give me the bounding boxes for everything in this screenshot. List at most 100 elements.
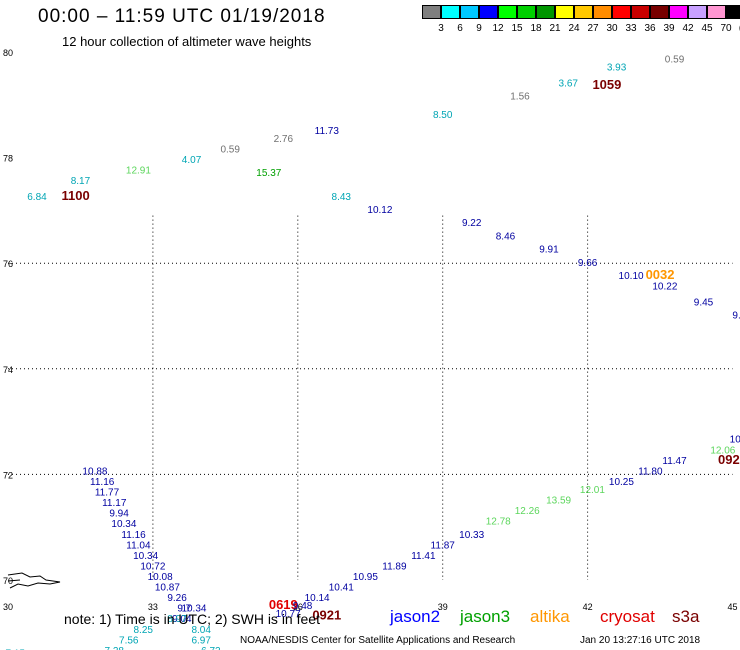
scale-label: 30: [606, 23, 618, 34]
wave-height-label: 8.25: [134, 625, 154, 636]
wave-height-label: 10.12: [367, 205, 392, 216]
pass-time-label: 0921: [312, 608, 341, 623]
wave-height-label: 12.78: [486, 517, 511, 528]
x-axis-label: 39: [438, 602, 448, 612]
y-axis-label: 72: [3, 470, 13, 480]
y-axis-label: 78: [3, 154, 13, 164]
scale-label: 33: [625, 23, 637, 34]
wave-height-label: 7.15: [6, 649, 26, 650]
pass-time-label: 1100: [62, 188, 90, 203]
wave-height-label: 10.08: [148, 572, 173, 583]
scale-swatch: [555, 5, 574, 19]
note-text: note: 1) Time is in UTC; 2) SWH is in fe…: [64, 611, 320, 627]
wave-height-label: 6.72: [201, 646, 221, 650]
wave-height-label: 10.87: [155, 583, 180, 594]
wave-height-label: 11.16: [121, 530, 146, 541]
wave-height-label: 9.94: [109, 509, 129, 520]
scale-label: 36: [644, 23, 656, 34]
scale-label: 42: [682, 23, 694, 34]
legend-s3a: s3a: [672, 607, 700, 626]
scale-swatch: [650, 5, 669, 19]
scale-swatch: [479, 5, 498, 19]
wave-height-label: 10.34: [111, 519, 136, 530]
wave-height-label: 11.41: [411, 551, 436, 562]
scale-swatch: [460, 5, 479, 19]
scale-swatch: [574, 5, 593, 19]
wave-height-label: 0.59: [220, 144, 240, 155]
wave-height-label: 0.59: [665, 55, 685, 66]
wave-height-label: 8.46: [496, 231, 516, 242]
legend-altika: altika: [530, 607, 570, 626]
legend-jason3: jason3: [460, 607, 511, 626]
wave-height-label: 10.10: [619, 271, 644, 282]
wave-height-label: 8.97: [167, 614, 187, 625]
wave-height-label: 11.87: [431, 540, 456, 551]
wave-height-label: 10.72: [140, 561, 165, 572]
scale-label: 12: [492, 23, 504, 34]
wave-height-label: 12.91: [126, 165, 151, 176]
wave-height-label: 11.80: [638, 466, 663, 477]
legend-cryosat: cryosat: [600, 607, 655, 626]
wave-height-label: 11.17: [102, 498, 127, 509]
scale-swatch: [631, 5, 650, 19]
wave-height-label: 4.07: [182, 155, 202, 166]
footer-credit: NOAA/NESDIS Center for Satellite Applica…: [240, 635, 516, 646]
wave-height-label: 6.84: [27, 192, 47, 203]
wave-height-label: 8.50: [433, 110, 453, 121]
wave-height-label: 9.66: [578, 258, 598, 269]
wave-height-label: 1.56: [510, 92, 530, 103]
wave-height-label: 11.73: [315, 126, 340, 137]
wave-height-label: 9.45: [694, 297, 714, 308]
scale-swatch: [441, 5, 460, 19]
scale-swatch: [612, 5, 631, 19]
wave-height-label: 10.95: [353, 572, 378, 583]
wave-height-label: 12.26: [515, 506, 540, 517]
wave-height-label: 15.37: [256, 168, 281, 179]
y-axis-label: 74: [3, 365, 13, 375]
wave-height-label: 10.34: [181, 604, 206, 615]
pass-time-label: 0032: [646, 267, 675, 282]
wave-height-label: 10.41: [329, 583, 354, 594]
wave-height-label: 8.43: [332, 192, 352, 203]
x-axis-label: 33: [148, 602, 158, 612]
wave-height-label: 10.47: [730, 435, 740, 446]
wave-height-label: 11.16: [90, 477, 115, 488]
wave-height-label: 9.91: [539, 245, 559, 256]
wave-height-label: 8.17: [71, 176, 91, 187]
wave-height-label: 8.04: [191, 625, 211, 636]
wave-height-label: 10.77: [276, 609, 301, 620]
wave-height-label: 11.77: [95, 488, 120, 499]
scale-swatch: [669, 5, 688, 19]
scale-label: 45: [701, 23, 713, 34]
pass-time-label: 0619: [269, 597, 298, 612]
wave-height-label: 10.33: [459, 530, 484, 541]
scale-swatch: [707, 5, 726, 19]
wave-height-label: 9.48: [732, 311, 740, 322]
wave-height-label: 2.76: [274, 134, 294, 145]
wave-height-label: 7.28: [105, 646, 125, 650]
y-axis-label: 76: [3, 259, 13, 269]
wave-height-label: 9.22: [462, 218, 482, 229]
scale-label: 18: [530, 23, 542, 34]
wave-height-label: 10.25: [609, 477, 634, 488]
page-title: 00:00 – 11:59 UTC 01/19/2018: [38, 6, 326, 27]
page-subtitle: 12 hour collection of altimeter wave hei…: [62, 34, 312, 49]
wave-height-label: 7.56: [119, 635, 139, 646]
wave-height-label: 12.06: [710, 445, 735, 456]
scale-label: 21: [549, 23, 561, 34]
scale-label: (ft): [739, 23, 740, 34]
scale-label: 9: [476, 23, 482, 34]
scale-label: 39: [663, 23, 675, 34]
scale-swatch: [726, 5, 740, 19]
scale-label: 27: [587, 23, 599, 34]
wave-height-label: 9.04: [172, 614, 192, 625]
pass-time-label: 1059: [592, 77, 621, 92]
wave-height-label: 10.88: [82, 466, 107, 477]
wave-height-label: 10.14: [305, 593, 330, 604]
y-axis-label: 80: [3, 48, 13, 58]
scale-label: 3: [438, 23, 444, 34]
scale-swatch: [593, 5, 612, 19]
wave-height-label: 9.48: [293, 601, 313, 612]
scale-label: 24: [568, 23, 580, 34]
